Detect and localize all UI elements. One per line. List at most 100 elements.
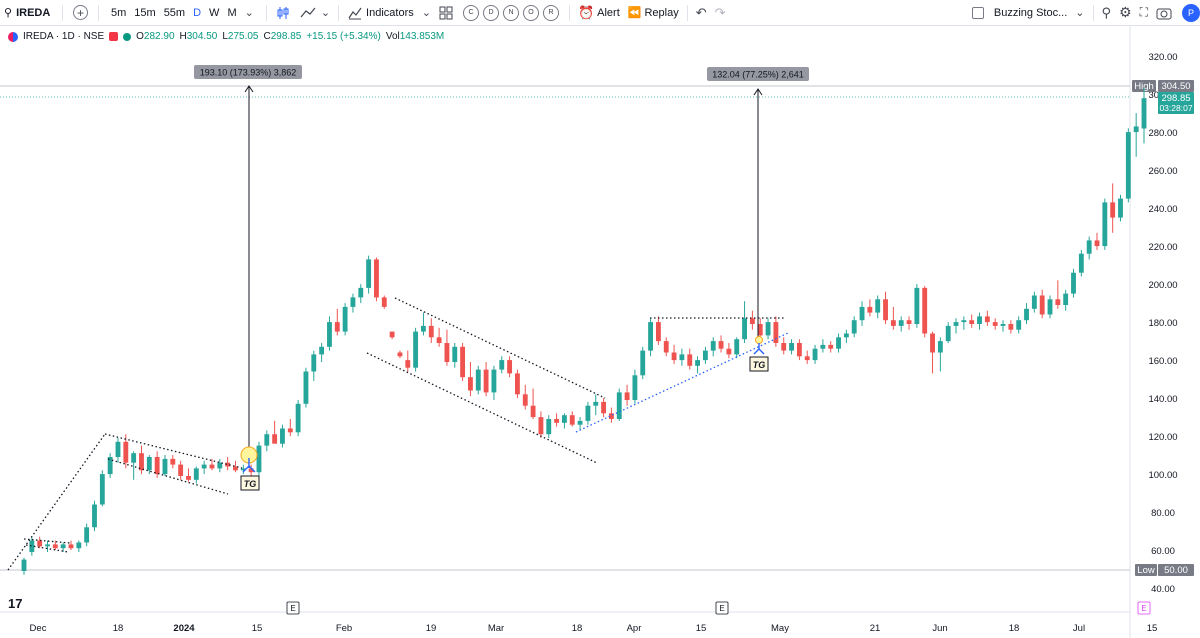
alert-button[interactable]: ⏰ Alert (574, 0, 624, 26)
timeframe-m[interactable]: M (227, 6, 237, 19)
tg-marker-2[interactable]: TG (749, 336, 769, 372)
candle (687, 348, 693, 370)
tradingview-logo[interactable]: 17 (8, 596, 22, 611)
candle (1125, 128, 1131, 203)
channel-upper-line[interactable] (394, 297, 606, 399)
candle-body (1125, 132, 1131, 199)
price-label: 280.00 (1148, 128, 1177, 139)
bar-countdown: 03:28:07 (1159, 103, 1192, 113)
candle (37, 536, 43, 549)
camera-icon (1156, 8, 1172, 19)
line-tool-button[interactable]: ⌄ (295, 0, 334, 26)
quick-button-r[interactable]: R (542, 4, 559, 21)
quick-button-o[interactable]: O (522, 4, 539, 21)
divider (62, 4, 63, 21)
candle (514, 369, 520, 399)
candle-body (742, 318, 747, 340)
watchlist-checkbox[interactable] (971, 6, 984, 19)
timeframe-w[interactable]: W (209, 6, 220, 19)
candle-body (1086, 240, 1092, 254)
quick-search-button[interactable]: ⚲ (1098, 0, 1116, 26)
channel-lower-line[interactable] (366, 352, 598, 464)
chart-type-button[interactable] (271, 0, 295, 26)
candle (655, 316, 661, 345)
earnings-marker-future[interactable]: E (1137, 601, 1151, 615)
candle-body (225, 462, 231, 467)
candle (1141, 87, 1147, 144)
candle (483, 362, 489, 397)
candle (773, 316, 779, 347)
timeframe-5m[interactable]: 5m (111, 6, 127, 19)
snapshot-button[interactable] (1152, 0, 1176, 26)
legend-title[interactable]: IREDA · 1D · NSE (23, 31, 105, 42)
candle-body (1000, 324, 1006, 326)
candle-body (585, 405, 591, 421)
earnings-marker[interactable]: E (715, 601, 729, 615)
candle (45, 540, 50, 552)
watchlist-selector[interactable]: Buzzing Stoc... ⌄ (968, 0, 1089, 26)
compare-symbol-button[interactable]: + (67, 0, 94, 26)
indicators-button[interactable]: Indicators ⌄ (343, 0, 435, 26)
timeframe-d[interactable]: D (193, 6, 202, 19)
symbol-search[interactable]: ⚲ IREDA (0, 0, 58, 26)
candle-body (319, 346, 325, 355)
candle (914, 284, 920, 328)
timeframe-15m[interactable]: 15m (134, 6, 156, 19)
support-trend-line[interactable] (575, 332, 789, 433)
quick-button-n[interactable]: N (502, 4, 519, 21)
candle (561, 413, 567, 429)
candle-body (804, 356, 810, 361)
trend-line[interactable] (7, 433, 106, 571)
trend-line[interactable] (25, 544, 69, 553)
timeframe-55m[interactable]: 55m (163, 6, 186, 19)
candle (702, 346, 708, 364)
drawings-layer[interactable] (7, 297, 785, 571)
candle (640, 346, 646, 380)
candle (538, 411, 544, 438)
measure-tool-2[interactable]: 132.04 (77.25%) 2,641 (707, 67, 809, 337)
candle-body (554, 419, 560, 423)
candle-body (773, 322, 779, 343)
date-label: Jul (1073, 623, 1085, 634)
candle-body (397, 352, 403, 357)
candle (977, 312, 982, 330)
date-label: 15 (696, 623, 707, 634)
candle (460, 343, 466, 381)
avatar[interactable]: P (1182, 3, 1200, 22)
candle-body (695, 360, 700, 366)
candle (201, 460, 207, 475)
candle (76, 540, 82, 552)
earnings-marker[interactable]: E (286, 601, 300, 615)
replay-button[interactable]: ⏪ Replay (624, 0, 683, 26)
quick-button-c[interactable]: C (462, 4, 479, 21)
chevron-down-icon: ⌄ (320, 7, 331, 19)
candle (961, 316, 967, 330)
candle-body (820, 344, 826, 349)
highlight-circle-icon (755, 336, 763, 344)
undo-button[interactable]: ↶ (692, 0, 711, 26)
candle (1086, 236, 1092, 260)
price-chart[interactable]: 320.00 300.00 280.00 260.00 240.00 220.0… (0, 26, 1200, 638)
flag-lower-line[interactable] (107, 458, 229, 495)
redo-button[interactable]: ↷ (711, 0, 730, 26)
settings-button[interactable]: ⚙ (1115, 0, 1136, 26)
candle-body (953, 322, 959, 326)
time-labels[interactable]: Dec 18 2024 15 Feb 19 Mar 18 Apr 15 May … (30, 623, 1158, 634)
candle-body (162, 458, 168, 475)
date-label: 18 (572, 623, 583, 634)
quick-button-d[interactable]: D (482, 4, 499, 21)
candle-body (663, 341, 669, 353)
candle-body (1031, 295, 1037, 309)
chevron-down-icon[interactable]: ⌄ (244, 7, 254, 19)
candle (1063, 289, 1069, 311)
fullscreen-button[interactable]: ⛶ (1136, 0, 1152, 26)
low-value: 50.00 (1164, 565, 1188, 576)
candle-body (1133, 126, 1139, 133)
candle-body (992, 322, 998, 326)
candle (413, 327, 419, 372)
candle (342, 303, 348, 336)
candle-body (601, 401, 607, 414)
layout-button[interactable] (435, 0, 457, 26)
tg-marker-1[interactable]: TG (240, 446, 260, 491)
measure-tool-1[interactable]: 193.10 (173.93%) 3,862 (194, 65, 302, 453)
